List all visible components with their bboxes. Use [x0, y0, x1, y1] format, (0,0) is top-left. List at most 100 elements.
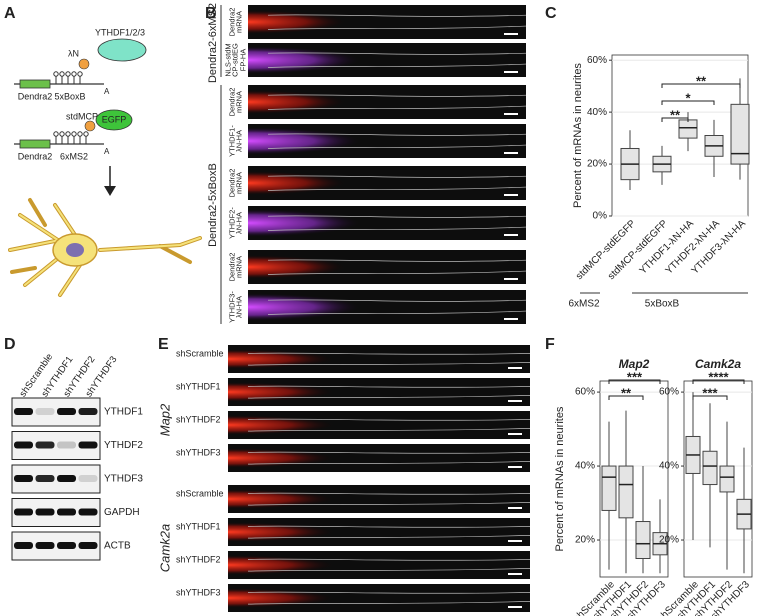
micrograph-signal	[248, 124, 526, 158]
row-label: shYTHDF1	[176, 381, 221, 391]
stem-loop-head	[83, 131, 89, 137]
stem-loop-head	[59, 71, 65, 77]
group-label: 5xBoxB	[645, 299, 680, 310]
diagram-label: EGFP	[102, 114, 127, 124]
box	[730, 103, 750, 165]
lambda-n	[78, 58, 90, 70]
ythdf-protein	[97, 38, 147, 62]
micrograph-outline	[267, 14, 527, 30]
panel-letter: D	[4, 336, 16, 353]
y-tick-label: 60%	[587, 55, 607, 66]
micrograph-outline	[267, 94, 527, 110]
micrograph-outline	[267, 133, 527, 149]
blot-band	[78, 441, 98, 449]
box	[719, 465, 735, 493]
diagram-label: Dendra2	[18, 151, 53, 161]
panel-letter: F	[545, 336, 555, 353]
diagram-label: Dendra2	[18, 91, 53, 101]
significance-label: **	[670, 107, 681, 122]
significance-bracket	[608, 379, 661, 384]
significance-bracket	[661, 100, 715, 105]
micrograph-outline	[247, 451, 531, 465]
micrograph-signal	[228, 444, 530, 472]
micrograph-outline	[247, 352, 531, 366]
micrograph-outline	[247, 591, 531, 605]
micrograph-outline	[247, 525, 531, 539]
micrograph-outline	[247, 492, 531, 506]
micrograph-outline	[267, 259, 527, 275]
blot-band	[57, 542, 76, 549]
y-axis-label: Percent of mRNAs in neurites	[572, 63, 584, 208]
gene-label: Camk2a	[157, 524, 172, 572]
x-tick-label: stdMCP-stdEGFP	[574, 218, 638, 282]
chart-title: Camk2a	[695, 357, 741, 371]
panel-letter: A	[4, 5, 16, 22]
significance-bracket	[608, 395, 644, 400]
micrograph-signal	[248, 206, 526, 240]
row-label: shYTHDF2	[176, 554, 221, 564]
protein-label: ACTB	[104, 541, 131, 552]
protein-label: YTHDF1	[104, 407, 143, 418]
micrograph-signal	[248, 5, 526, 39]
blot-band	[78, 542, 98, 549]
diagram-label: A	[104, 87, 110, 96]
micrograph-outline	[267, 175, 527, 191]
micrograph-signal	[228, 345, 530, 373]
y-tick-label: 20%	[575, 535, 595, 546]
group-label: 6xMS2	[568, 299, 600, 310]
plot-frame	[683, 380, 753, 578]
micrograph-signal	[248, 166, 526, 200]
stem-loop-head	[77, 131, 83, 137]
row-label: shYTHDF3	[176, 587, 221, 597]
significance-bracket	[661, 117, 689, 122]
arrow-head	[104, 186, 116, 196]
row-label: shScramble	[176, 488, 224, 498]
chart-title: Map2	[619, 357, 650, 371]
micrograph-signal	[228, 551, 530, 579]
significance-label: *	[685, 90, 691, 105]
panel-letter: E	[158, 336, 169, 353]
y-tick-label: 0%	[593, 211, 608, 222]
blot-band	[78, 408, 98, 415]
row-label: shScramble	[176, 348, 224, 358]
blot-band	[35, 408, 55, 415]
row-label: shYTHDF1	[176, 521, 221, 531]
box	[635, 521, 651, 560]
micrograph-signal	[228, 411, 530, 439]
blot-band	[35, 542, 55, 549]
micrograph-signal	[228, 518, 530, 546]
stem-loop-head	[71, 131, 77, 137]
row-label: Dendra2 mRNA	[227, 7, 244, 37]
y-tick-label: 40%	[659, 461, 679, 472]
row-label: NLS-stdMCP-stdEGFP-HA	[223, 43, 248, 77]
y-tick-label: 20%	[659, 535, 679, 546]
stem-loop-head	[53, 71, 59, 77]
gene-label: Map2	[157, 403, 172, 436]
dendra2-cds	[19, 139, 51, 149]
blot-band	[35, 475, 55, 482]
significance-label: ***	[627, 369, 643, 384]
row-label: shYTHDF3	[176, 447, 221, 457]
panel-letter: B	[205, 5, 217, 22]
blot-band	[57, 408, 76, 415]
neuron-dendrites-inner	[9, 204, 201, 296]
egfp-protein	[95, 109, 133, 131]
micrograph-signal	[228, 485, 530, 513]
significance-bracket	[692, 379, 745, 384]
row-label: Dendra2 mRNA	[227, 168, 244, 198]
protein-label: YTHDF3	[104, 474, 143, 485]
diagram-label: YTHDF1/2/3	[95, 27, 145, 37]
y-tick-label: 40%	[575, 461, 595, 472]
diagram-label: 6xMS2	[60, 151, 88, 161]
micrograph-outline	[247, 385, 531, 399]
row-label: YTHDF3-λN-HA	[227, 291, 244, 323]
box	[702, 450, 718, 486]
blot-band	[57, 508, 76, 516]
blot-band	[78, 475, 98, 482]
panel-letter: C	[545, 5, 557, 22]
diagram-label: A	[104, 147, 110, 156]
group-label: Dendra2-6xMS2	[207, 3, 219, 83]
row-label: shYTHDF2	[176, 414, 221, 424]
blot-band	[35, 441, 55, 449]
